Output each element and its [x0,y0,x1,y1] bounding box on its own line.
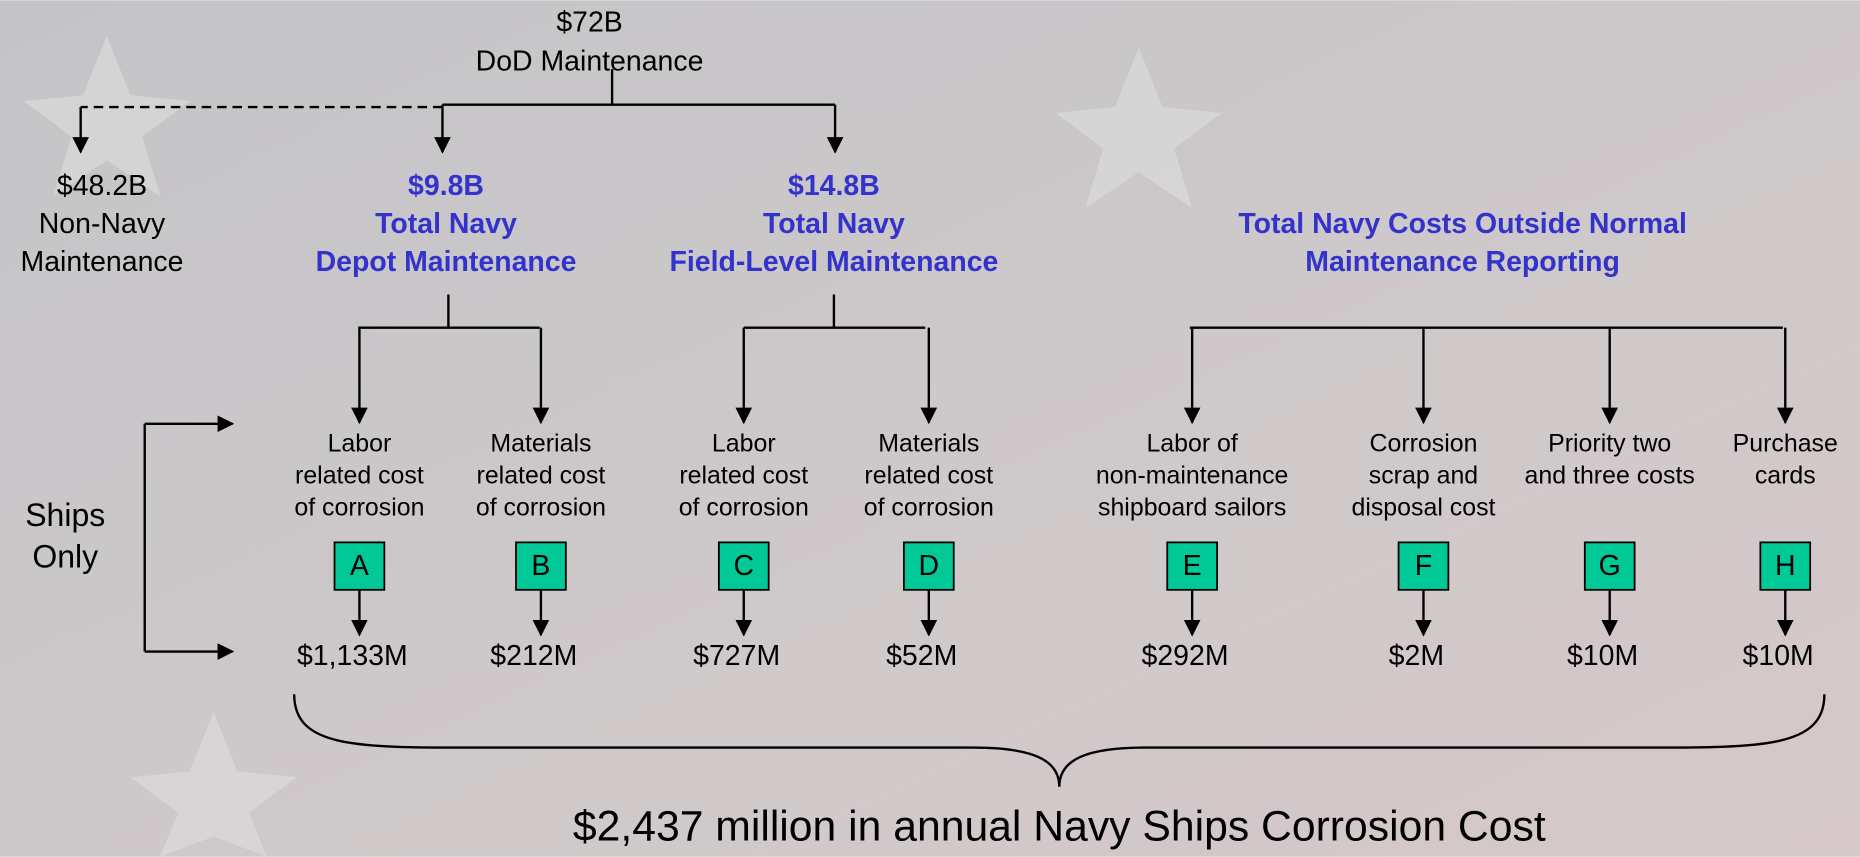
outside-label: Maintenance Reporting [1305,246,1620,278]
item-description: shipboard sailors [1098,494,1286,522]
item-description: Materials [878,430,979,458]
item-description: of corrosion [864,494,994,522]
item-description: Materials [490,430,591,458]
depot-label: Total Navy [375,208,517,240]
item-description: of corrosion [294,494,424,522]
item-code: H [1775,550,1796,582]
item-code: D [919,550,940,582]
background [0,0,1860,856]
item-description: Labor of [1146,430,1237,458]
item-description: related cost [295,462,424,490]
diagram: $72B DoD Maintenance $48.2B Non-Navy Mai… [0,0,1860,857]
non-navy-label: Non-Navy [39,208,166,240]
side-label: Ships [25,497,105,533]
item-description: related cost [477,462,606,490]
item-description: Priority two [1548,430,1671,458]
field-label: Field-Level Maintenance [669,246,998,278]
item-description: of corrosion [679,494,809,522]
item-description: Corrosion [1369,430,1477,458]
side-label: Only [32,538,98,574]
item-description: related cost [679,462,808,490]
depot-amount: $9.8B [408,170,484,202]
item-cost: $2M [1389,640,1444,672]
item-description: disposal cost [1351,494,1495,522]
item-cost: $10M [1743,640,1814,672]
field-label: Total Navy [763,208,905,240]
item-description: of corrosion [476,494,606,522]
item-description: non-maintenance [1096,462,1288,490]
item-code: F [1415,550,1432,582]
item-description: scrap and [1369,462,1478,490]
root-amount: $72B [556,7,622,39]
non-navy-amount: $48.2B [57,170,147,202]
outside-label: Total Navy Costs Outside Normal [1238,208,1687,240]
depot-label: Depot Maintenance [316,246,577,278]
root-label: DoD Maintenance [476,46,704,78]
item-cost: $52M [886,640,957,672]
item-code: G [1599,550,1621,582]
item-description: related cost [864,462,993,490]
item-code: A [350,550,369,582]
item-cost: $727M [693,640,780,672]
item-description: Labor [328,430,392,458]
item-cost: $212M [490,640,577,672]
total-label: $2,437 million in annual Navy Ships Corr… [573,803,1546,851]
item-cost: $1,133M [297,640,408,672]
item-code: B [531,550,550,582]
item-description: Labor [712,430,776,458]
item-code: C [733,550,754,582]
non-navy-label: Maintenance [21,246,184,278]
item-description: Purchase [1733,430,1838,458]
item-cost: $292M [1142,640,1229,672]
item-cost: $10M [1567,640,1638,672]
field-amount: $14.8B [788,170,880,202]
item-description: and three costs [1525,462,1695,490]
item-code: E [1183,550,1202,582]
item-description: cards [1755,462,1816,490]
